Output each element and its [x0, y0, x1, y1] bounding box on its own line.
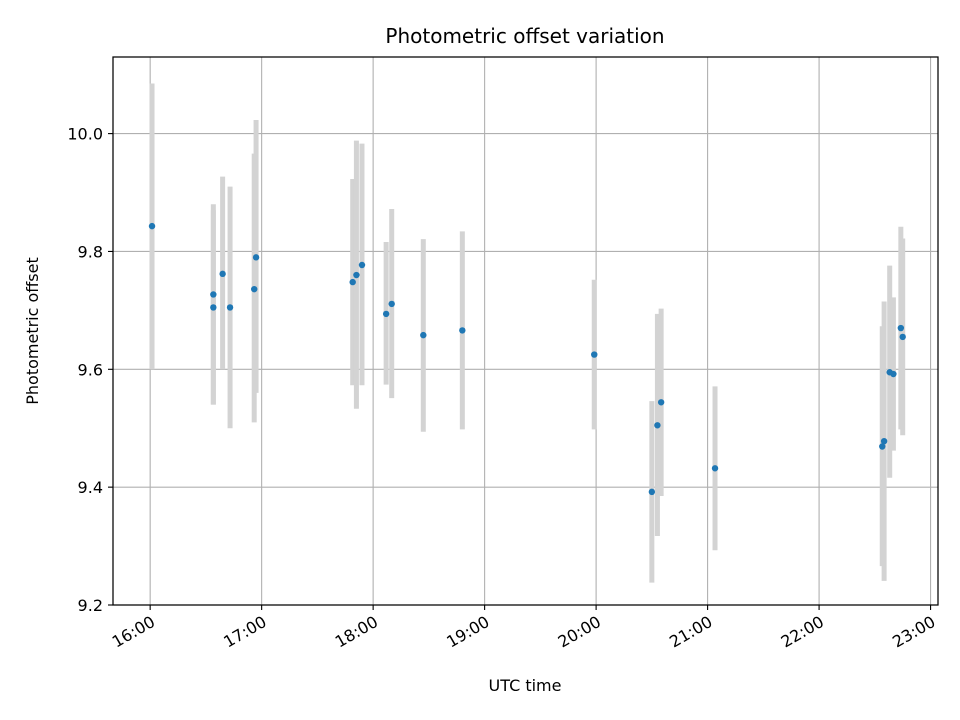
grid	[113, 57, 938, 606]
data-point	[459, 327, 466, 334]
data-point	[358, 261, 366, 269]
x-tick-label: 19:00	[443, 612, 492, 652]
data-point	[219, 270, 226, 278]
data-point	[420, 331, 427, 339]
data-point	[897, 324, 905, 332]
data-point	[879, 443, 886, 450]
data-point	[251, 285, 258, 293]
data-point	[899, 333, 906, 341]
data-point	[648, 488, 656, 496]
plot-frame	[112, 56, 939, 606]
x-axis-ticks: 16:00 17:00 18:00 19:00 20:00 21:00 22:00 23:00	[109, 605, 939, 652]
errorbars	[149, 83, 906, 583]
y-axis-label: Photometric offset	[23, 257, 42, 405]
y-tick-label: 9.4	[78, 478, 103, 497]
data-point	[654, 422, 661, 429]
data-point	[353, 271, 360, 279]
data-point	[591, 351, 598, 358]
x-tick-label: 21:00	[666, 612, 715, 652]
x-tick-label: 20:00	[555, 612, 604, 652]
data-point	[349, 278, 356, 286]
data-point	[388, 300, 395, 308]
y-tick-label: 9.2	[78, 596, 103, 615]
y-axis-ticks: 9.2 9.4 9.6 9.8 10.0	[67, 125, 113, 615]
data-point	[880, 437, 888, 445]
data-point	[226, 304, 234, 311]
data-point	[382, 310, 390, 318]
x-tick-label: 16:00	[109, 612, 158, 652]
y-tick-label: 9.8	[78, 242, 103, 261]
data-points	[148, 222, 906, 496]
x-tick-label: 18:00	[332, 612, 381, 652]
data-point	[711, 465, 719, 472]
x-tick-label: 23:00	[889, 612, 938, 652]
y-tick-label: 10.0	[67, 125, 103, 144]
x-axis-label: UTC time	[489, 676, 562, 695]
data-point	[210, 291, 217, 298]
data-point	[252, 254, 260, 261]
data-point	[210, 304, 217, 311]
data-point	[148, 222, 156, 230]
x-tick-label: 17:00	[220, 612, 269, 652]
y-tick-label: 9.6	[78, 360, 103, 379]
x-tick-label: 22:00	[778, 612, 827, 652]
data-point	[657, 399, 665, 406]
chart-title: Photometric offset variation	[385, 24, 664, 48]
data-point	[890, 370, 897, 378]
